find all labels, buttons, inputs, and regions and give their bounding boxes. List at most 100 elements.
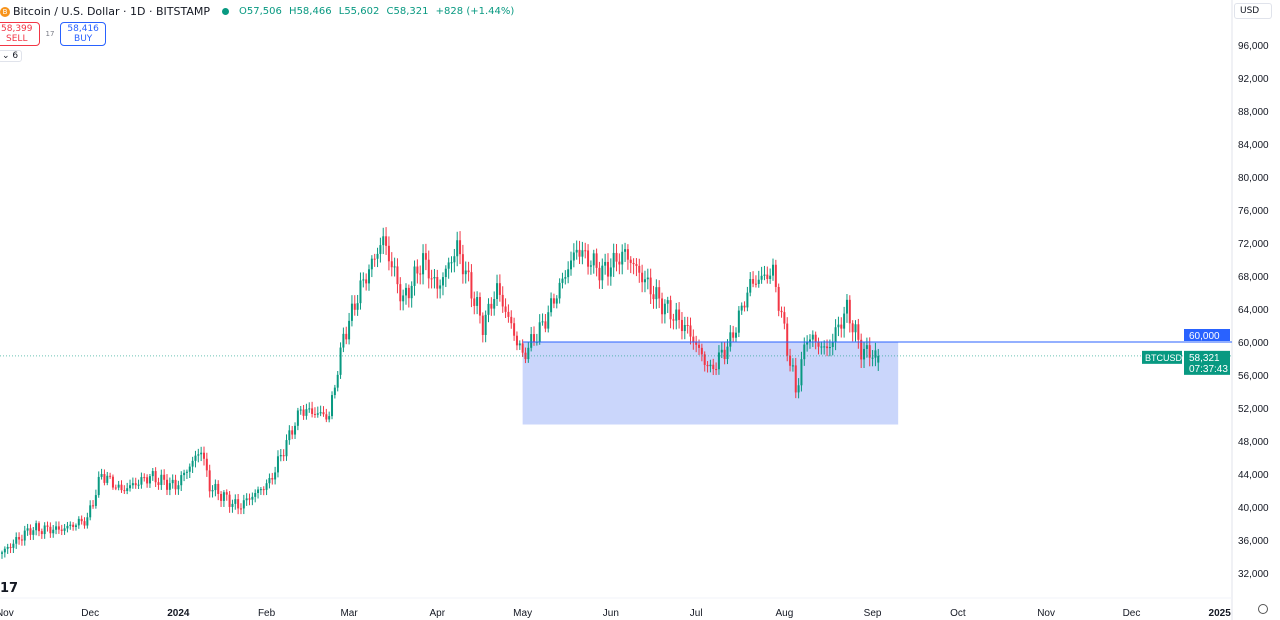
- candle-body: [23, 530, 26, 541]
- candle-body: [703, 354, 706, 365]
- candle-body: [473, 298, 476, 306]
- candle-body: [601, 265, 604, 281]
- price-tick-label: 44,000: [1238, 470, 1269, 481]
- candle-body: [498, 283, 501, 295]
- spread-value: 17: [45, 30, 55, 38]
- candle-body: [769, 275, 772, 279]
- candle-body: [245, 498, 248, 501]
- candle-body: [370, 258, 373, 270]
- time-tick-label: Sep: [864, 608, 882, 619]
- candle-body: [376, 253, 379, 259]
- symbol-title[interactable]: Bitcoin / U.S. Dollar · 1D · BITSTAMP: [13, 5, 210, 18]
- candle-body: [316, 413, 319, 415]
- candle-body: [643, 279, 646, 283]
- candle-body: [720, 349, 723, 353]
- candle-body: [197, 454, 200, 456]
- candle-body: [239, 508, 242, 510]
- time-tick-label: Mar: [340, 608, 358, 619]
- candle-body: [365, 279, 368, 284]
- candle-body: [9, 546, 12, 548]
- currency-select[interactable]: USD: [1234, 3, 1272, 19]
- candle-body: [459, 240, 462, 255]
- candle-body: [100, 474, 103, 477]
- candle-body: [3, 548, 6, 553]
- candle-body: [288, 430, 291, 441]
- candle-body: [368, 269, 371, 284]
- candle-body: [552, 298, 555, 304]
- sell-button[interactable]: 58,399 SELL: [0, 22, 40, 46]
- time-tick-label: Feb: [258, 608, 276, 619]
- candle-body: [248, 498, 251, 500]
- candle-body: [322, 412, 325, 415]
- time-tick-label: Jun: [603, 608, 619, 619]
- candle-body: [15, 537, 18, 544]
- candle-body: [413, 266, 416, 286]
- candle-body: [800, 359, 803, 386]
- candle-body: [806, 341, 809, 345]
- candle-body: [496, 283, 499, 300]
- candle-body: [831, 341, 834, 348]
- candle-body: [592, 253, 595, 266]
- candle-body: [402, 295, 405, 302]
- buy-button[interactable]: 58,416 BUY: [60, 22, 106, 46]
- candle-body: [513, 323, 516, 336]
- candle-body: [171, 479, 174, 484]
- candle-body: [561, 278, 564, 283]
- candle-body: [220, 493, 223, 501]
- trade-buttons: 58,399 SELL 17 58,416 BUY: [0, 22, 106, 46]
- candle-body: [60, 529, 63, 531]
- candle-body: [86, 517, 89, 526]
- candle-body: [424, 253, 427, 260]
- candle-body: [604, 261, 607, 266]
- candle-body: [672, 319, 675, 321]
- settings-icon[interactable]: [1258, 604, 1268, 614]
- candle-body: [547, 312, 550, 329]
- time-tick-label: 2024: [167, 608, 190, 619]
- candle-body: [382, 236, 385, 246]
- candle-body: [222, 492, 225, 501]
- candle-body: [163, 474, 166, 480]
- candle-body: [294, 425, 297, 435]
- candle-body: [143, 477, 146, 479]
- candle-body: [820, 346, 823, 348]
- candle-body: [422, 253, 425, 275]
- candle-body: [228, 494, 231, 507]
- tradingview-logo[interactable]: 17: [0, 581, 19, 596]
- low-value: L55,602: [338, 6, 380, 17]
- candle-body: [706, 364, 709, 367]
- candle-body: [257, 489, 260, 494]
- candle-body: [396, 266, 399, 285]
- candle-body: [444, 268, 447, 278]
- candle-body: [692, 336, 695, 343]
- candle-body: [183, 472, 186, 476]
- candle-body: [89, 505, 92, 518]
- candle-body: [345, 333, 348, 340]
- horizontal-line-label-bg: [1184, 329, 1230, 341]
- indicators-toggle[interactable]: ⌄ 6: [0, 50, 23, 62]
- candle-body: [686, 324, 689, 326]
- candle-body: [131, 483, 134, 486]
- candle-body: [399, 284, 402, 302]
- candle-body: [12, 543, 15, 548]
- candle-body: [296, 410, 299, 426]
- candle-body: [544, 321, 547, 329]
- candle-body: [626, 249, 629, 260]
- candle-body: [254, 493, 257, 497]
- candle-body: [231, 503, 234, 507]
- candle-body: [863, 348, 866, 360]
- price-tick-label: 48,000: [1238, 437, 1269, 448]
- candle-body: [570, 260, 572, 270]
- candle-body: [774, 264, 777, 287]
- candle-body: [348, 320, 351, 340]
- time-tick-label: May: [513, 608, 532, 619]
- candle-body: [185, 471, 188, 473]
- candle-body: [658, 287, 661, 299]
- candle-body: [331, 395, 334, 417]
- candle-body: [259, 489, 262, 491]
- last-price-label: 58,321: [1189, 353, 1220, 364]
- symbol-tag-bg: [1142, 350, 1182, 364]
- candle-body: [134, 483, 137, 486]
- candle-body: [276, 456, 279, 473]
- candle-body: [541, 321, 544, 323]
